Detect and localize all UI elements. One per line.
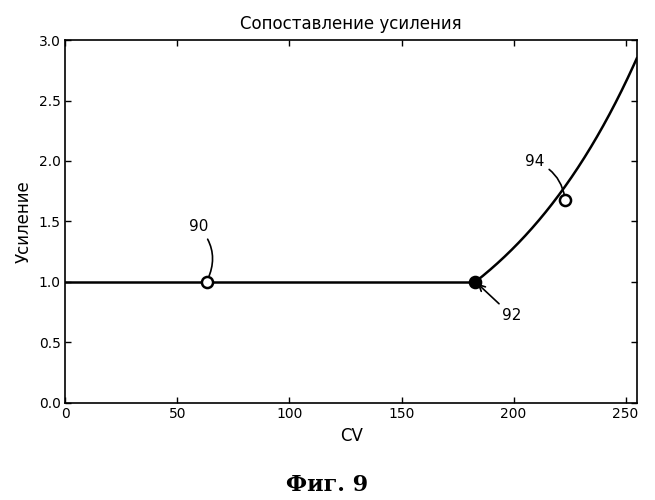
Title: Сопоставление усиления: Сопоставление усиления: [240, 15, 462, 33]
Text: Фиг. 9: Фиг. 9: [286, 474, 369, 496]
Y-axis label: Усиление: Усиление: [15, 180, 33, 262]
Text: 94: 94: [525, 154, 565, 197]
Text: 90: 90: [189, 219, 213, 280]
Text: 92: 92: [479, 285, 522, 324]
X-axis label: CV: CV: [340, 427, 363, 445]
